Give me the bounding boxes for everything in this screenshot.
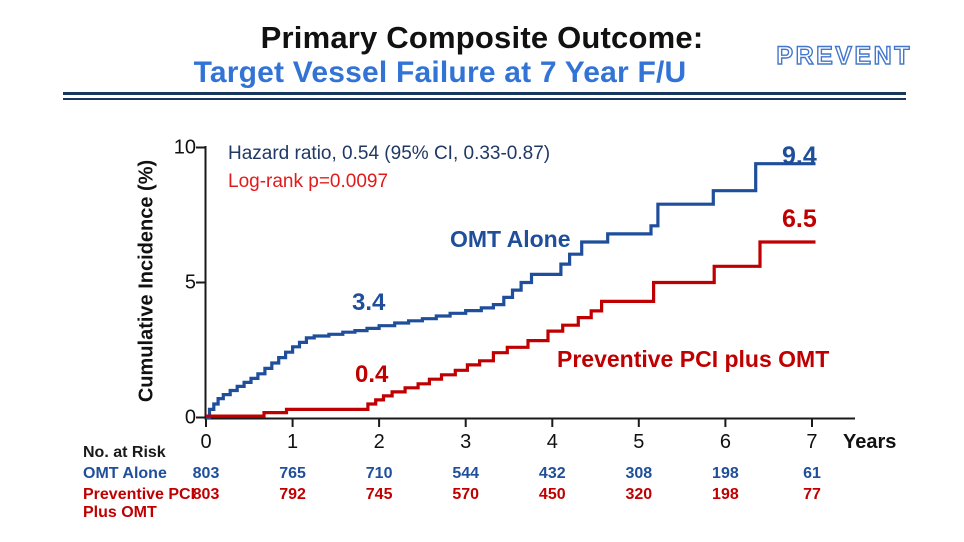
x-tick-label: 0 xyxy=(200,431,212,453)
risk-value: 803 xyxy=(192,486,220,503)
risk-value: 198 xyxy=(712,465,739,482)
x-tick-label: 2 xyxy=(373,431,385,453)
risk-value: 198 xyxy=(712,486,739,503)
chart-axes xyxy=(196,146,855,427)
risk-value: 803 xyxy=(192,465,220,482)
risk-value: 765 xyxy=(279,465,306,482)
omt-2yr-value-label: 3.4 xyxy=(352,289,386,316)
km-curve-omt-alone xyxy=(206,162,816,420)
risk-value: 544 xyxy=(452,465,480,482)
pci-2yr-value-label: 0.4 xyxy=(355,361,389,388)
risk-value: 710 xyxy=(365,465,393,482)
risk-value: 308 xyxy=(625,465,653,482)
risk-value: 745 xyxy=(365,486,393,503)
x-tick-label: 1 xyxy=(287,431,299,453)
km-curve-preventive-pci-plus-omt xyxy=(206,240,816,418)
x-tick-label: 4 xyxy=(546,431,558,453)
prevent-trial-logo: PREVENT xyxy=(776,41,912,70)
risk-row-omt-alone-values: 803 765 710 544 432 308 198 61 xyxy=(0,465,964,483)
y-tick-label: 5 xyxy=(184,271,196,293)
risk-value: 432 xyxy=(538,465,566,482)
y-tick-label: 0 xyxy=(184,406,196,428)
risk-value: 570 xyxy=(452,486,480,503)
y-axis-title: Cumulative Incidence (%) xyxy=(135,159,158,403)
risk-value: 320 xyxy=(625,486,653,503)
x-tick-label: 3 xyxy=(460,431,472,453)
risk-value: 450 xyxy=(538,486,566,503)
series-label-omt-alone: OMT Alone xyxy=(450,226,571,252)
risk-value: 792 xyxy=(279,486,306,503)
x-tick-label: 6 xyxy=(719,431,731,453)
risk-row-preventive-pci-values: 803 792 745 570 450 320 198 77 xyxy=(0,486,964,504)
page-title: Primary Composite Outcome: xyxy=(260,20,704,55)
risk-value: 77 xyxy=(803,486,821,503)
log-rank-annotation: Log-rank p=0.0097 xyxy=(228,171,389,192)
risk-row-label-plus-omt: Plus OMT xyxy=(83,504,157,521)
risk-table-title: No. at Risk xyxy=(83,444,166,461)
series-label-preventive-pci: Preventive PCI plus OMT xyxy=(557,346,830,372)
title-divider xyxy=(63,92,906,100)
risk-row-label-preventive-pci: Preventive PCI xyxy=(83,486,196,503)
x-axis-unit-label: Years xyxy=(843,431,897,453)
risk-row-label-omt-alone: OMT Alone xyxy=(83,465,167,482)
hazard-ratio-annotation: Hazard ratio, 0.54 (95% CI, 0.33-0.87) xyxy=(228,143,551,164)
y-tick-label: 10 xyxy=(173,136,196,158)
x-tick-label: 7 xyxy=(806,431,818,453)
risk-value: 61 xyxy=(803,465,821,482)
omt-7yr-value-label: 9.4 xyxy=(782,142,817,170)
x-axis-tick-labels: 0 1 2 3 4 5 6 7 xyxy=(0,431,964,455)
pci-7yr-value-label: 6.5 xyxy=(782,205,817,233)
x-tick-label: 5 xyxy=(633,431,645,453)
page-subtitle: Target Vessel Failure at 7 Year F/U xyxy=(193,56,687,89)
y-axis-tick-labels: 0 5 10 xyxy=(174,0,197,542)
